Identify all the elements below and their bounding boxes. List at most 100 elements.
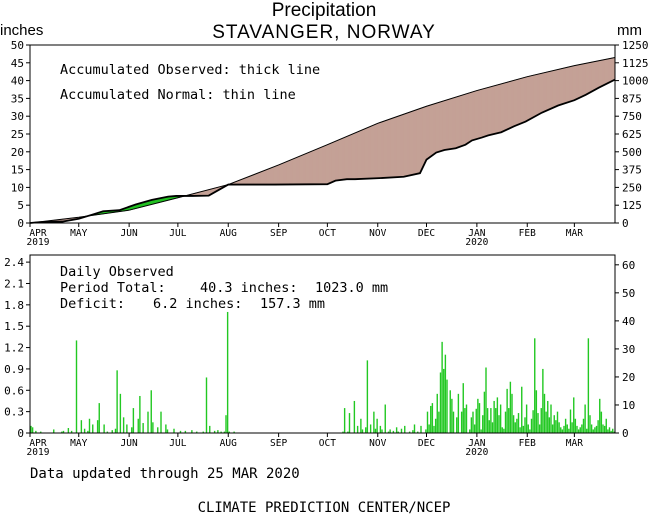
daily-bar [496,397,499,433]
daily-bar [438,411,440,433]
daily-bar [613,431,616,433]
stat-total-mm: 1023.0 mm [315,280,389,296]
daily-x-tick-label: SEP [270,438,287,449]
accum-x-tick-label: JUL [169,228,186,239]
daily-bar [462,383,464,433]
daily-bar [131,427,133,433]
accum-x-tick-label: SEP [270,228,287,239]
daily-bar [373,411,375,433]
daily-bar [605,418,607,433]
accum-left-tick-label: 5 [17,199,24,212]
observed-line [29,78,616,224]
daily-x-tick-label: NOV [369,438,386,449]
daily-bar [233,431,235,433]
daily-left-tick-label: 2.1 [4,277,24,290]
daily-bar [477,398,479,433]
daily-bar [529,429,531,433]
daily-left-tick-label: 0.3 [4,406,24,419]
daily-bar [173,428,175,433]
daily-bar [365,427,367,433]
daily-bar [436,393,438,433]
daily-bar [209,425,211,433]
daily-frame [29,254,616,434]
daily-bar [524,417,526,433]
daily-bar [150,390,152,433]
daily-bar [103,424,105,433]
daily-bar [548,417,551,433]
daily-bar [106,431,109,433]
daily-bar [516,418,518,433]
daily-bar [511,393,513,433]
daily-bar [482,415,484,433]
accum-right-tick-label: 750 [622,110,642,123]
daily-bar [464,408,466,433]
daily-bar [157,427,159,433]
accum-right-tick-label: 250 [622,181,642,194]
daily-right-tick-label: 0 [622,427,629,440]
daily-bar [205,377,208,433]
daily-bar [226,311,229,433]
daily-bar [571,422,573,433]
daily-bar [470,417,473,433]
daily-bar [126,424,128,433]
daily-bar [80,420,83,433]
daily-bar [361,429,364,433]
daily-bar [547,400,549,433]
daily-bar [40,431,42,433]
daily-bar [191,430,193,433]
daily-bar [152,422,154,433]
daily-bar [70,430,73,433]
daily-bar [446,379,448,433]
daily-bar [179,430,182,433]
daily-bar [87,430,89,433]
normal-line [29,56,616,224]
daily-bar [412,430,414,433]
daily-bar [220,431,222,433]
daily-bar [581,424,583,433]
daily-bar [160,411,162,433]
daily-bar [465,404,468,433]
daily-bar [498,415,500,433]
accum-x-tick-label: OCT [319,228,336,239]
daily-bar [512,415,515,433]
daily-bar [493,400,495,433]
daily-bar [555,420,557,433]
chart-station: STAVANGER, NORWAY [212,22,436,43]
daily-bar [576,425,578,433]
daily-bar [499,404,502,433]
daily-bar [506,388,508,433]
daily-bar [584,404,586,433]
daily-bar [119,393,122,433]
daily-bar [184,430,187,433]
daily-bar [560,427,562,433]
accum-left-tick-label: 40 [11,75,24,88]
daily-bar [225,415,227,433]
daily-bar [556,411,559,433]
daily-x-tick-label: APR [29,438,46,449]
right-unit-label: mm [617,22,642,39]
accum-right-tick-label: 875 [622,92,642,105]
daily-bar [400,428,403,433]
daily-bar [114,428,117,433]
daily-left-tick-label: 1.5 [4,320,24,333]
note-normal: Accumulated Normal: thin line [60,87,296,103]
daily-bar [61,431,63,433]
accumulated-plot: 0510152025303540455001252503755006257508… [11,39,648,248]
accum-right-tick-label: 500 [622,146,642,159]
daily-bar [139,395,141,433]
daily-x-tick-label: JUL [169,438,186,449]
chart-title: Precipitation [271,0,377,21]
daily-bar [166,429,169,433]
daily-bar [473,424,476,433]
daily-bar [590,424,593,433]
daily-bar [472,411,474,433]
accum-left-tick-label: 0 [17,217,24,230]
daily-bar [574,418,577,433]
daily-right-tick-label: 60 [622,259,635,272]
daily-bar [111,430,113,433]
daily-bar [452,411,455,433]
daily-bar [35,430,37,433]
daily-bar [137,418,139,433]
daily-bar [600,411,603,433]
daily-bar [553,415,555,433]
